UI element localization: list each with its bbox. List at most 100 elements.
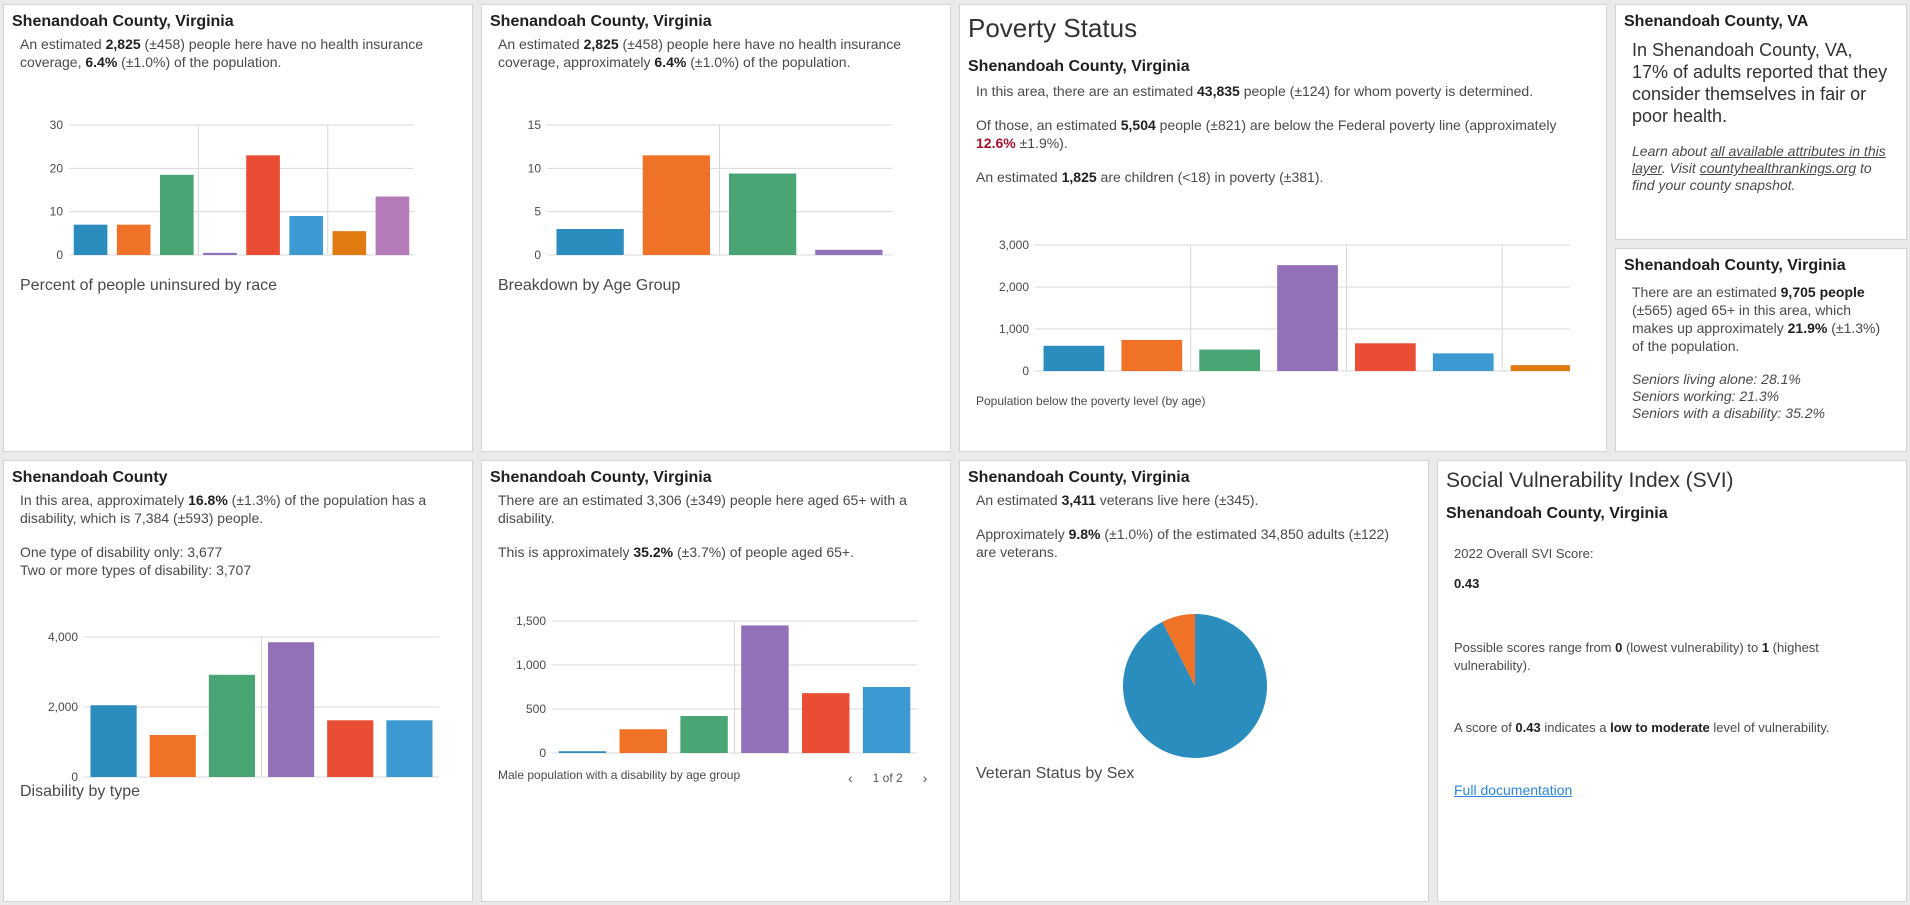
y-tick-label: 30 [50, 118, 64, 132]
chart-bar [642, 155, 711, 255]
poverty-heading: Poverty Status [968, 13, 1138, 43]
y-tick-label: 10 [528, 161, 542, 175]
chart-bar [680, 716, 728, 753]
chevron-left-icon[interactable]: ‹ [848, 770, 853, 786]
chart-caption: Population below the poverty level (by a… [976, 394, 1206, 408]
uninsured-race-chart: 0 10 20 30 [50, 118, 414, 262]
chart-bar [741, 625, 789, 753]
y-tick-label: 1,500 [516, 614, 546, 628]
chart-bar [246, 155, 280, 255]
seniors-disability: Seniors with a disability: 35.2% [1632, 405, 1825, 421]
chart-caption: Percent of people uninsured by race [20, 277, 278, 294]
y-tick-label: 2,000 [999, 280, 1029, 294]
chart-caption: Breakdown by Age Group [498, 277, 681, 294]
veterans-card: Shenandoah County, Virginia An estimated… [959, 460, 1429, 902]
chart-bar [203, 252, 237, 255]
y-tick-label: 4,000 [48, 630, 78, 644]
senior-disability-text: There are an estimated 3,306 (±349) peop… [498, 492, 907, 526]
y-tick-label: 0 [1022, 364, 1029, 378]
seniors-stats: Seniors living alone: 28.1% Seniors work… [1632, 371, 1890, 422]
y-tick-label: 1,000 [999, 322, 1029, 336]
chart-bar [116, 224, 151, 255]
svi-score: 0.43 [1454, 576, 1480, 591]
chart-bar [1510, 365, 1570, 371]
y-tick-label: 0 [71, 770, 78, 784]
svi-interpretation: A score of 0.43 indicates a low to moder… [1454, 720, 1830, 735]
health-links: Learn about all available attributes in … [1632, 143, 1886, 193]
chart-bar [815, 249, 883, 255]
y-tick-label: 5 [534, 205, 541, 219]
chart-bar [862, 687, 911, 753]
senior-disability-card: Shenandoah County, Virginia There are an… [481, 460, 951, 902]
poverty-text-1: In this area, there are an estimated 43,… [976, 83, 1534, 99]
card-title: Shenandoah County, Virginia [968, 469, 1190, 486]
y-tick-label: 0 [56, 248, 63, 262]
disability-type-chart: 0 2,000 4,000 [48, 630, 439, 784]
chart-bar [802, 693, 850, 753]
chart-bar [558, 751, 607, 753]
poverty-text-2: Of those, an estimated 5,504 people (±82… [976, 117, 1557, 151]
health-card: Shenandoah County, VA In Shenandoah Coun… [1615, 4, 1907, 240]
y-tick-label: 20 [50, 161, 64, 175]
pager-label: 1 of 2 [872, 771, 903, 785]
y-tick-label: 500 [526, 702, 546, 716]
disability-types: One type of disability only: 3,677 Two o… [20, 543, 456, 579]
poverty-card: Poverty Status Shenandoah County, Virgin… [959, 4, 1607, 452]
chart-bar [149, 735, 196, 777]
chart-bar [1354, 343, 1416, 371]
y-tick-label: 0 [534, 248, 541, 262]
chart-bar [208, 674, 255, 777]
pie-slice [1162, 614, 1195, 686]
card-title: Shenandoah County, VA [1624, 13, 1809, 30]
card-title: Shenandoah County, Virginia [968, 58, 1190, 75]
male-disability-chart: 0 500 1,000 1,500 [516, 614, 917, 760]
chart-caption: Male population with a disability by age… [498, 768, 741, 782]
chevron-right-icon[interactable]: › [922, 770, 928, 786]
chart-bar [159, 174, 194, 255]
veteran-pie-chart [1123, 614, 1267, 758]
svi-range: Possible scores range from 0 (lowest vul… [1454, 640, 1819, 673]
svi-label: 2022 Overall SVI Score: [1454, 546, 1594, 561]
chart-bar [1121, 339, 1183, 371]
svi-card: Social Vulnerability Index (SVI) Shenand… [1437, 460, 1907, 902]
card-title: Shenandoah County, Virginia [1624, 257, 1846, 274]
veterans-text-2: Approximately 9.8% (±1.0%) of the estima… [976, 526, 1390, 560]
veterans-text-1: An estimated 3,411 veterans live here (±… [976, 492, 1259, 508]
card-title: Shenandoah County, Virginia [490, 469, 712, 486]
disability-card: Shenandoah County In this area, approxim… [3, 460, 473, 902]
seniors-card: Shenandoah County, Virginia There are an… [1615, 248, 1907, 452]
chart-bar [90, 705, 137, 777]
chart-pager: ‹ 1 of 2 › [848, 770, 927, 786]
chart-bar [1043, 345, 1105, 371]
y-tick-label: 0 [539, 746, 546, 760]
health-statement: In Shenandoah County, VA, 17% of adults … [1632, 40, 1888, 126]
seniors-text: There are an estimated 9,705 people (±56… [1632, 284, 1881, 354]
uninsured-age-chart: 0 5 10 15 [528, 118, 892, 262]
svi-doc-wrap: Full documentation [1454, 781, 1890, 799]
attributes-link[interactable]: all available attributes in this layer [1632, 143, 1886, 176]
card-title: Shenandoah County [12, 469, 168, 486]
poverty-text-3: An estimated 1,825 are children (<18) in… [976, 169, 1324, 185]
card-text: An estimated 2,825 (±458) people here ha… [20, 36, 424, 70]
full-documentation-link[interactable]: Full documentation [1454, 782, 1573, 798]
seniors-alone: Seniors living alone: 28.1% [1632, 371, 1801, 387]
chart-caption: Disability by type [20, 783, 141, 800]
chart-bar [386, 720, 433, 777]
y-tick-label: 2,000 [48, 700, 78, 714]
uninsured-age-card: Shenandoah County, Virginia An estimated… [481, 4, 951, 452]
card-title: Shenandoah County, Virginia [490, 13, 712, 30]
y-tick-label: 15 [528, 118, 542, 132]
one-type-text: One type of disability only: 3,677 [20, 544, 223, 560]
chart-caption: Veteran Status by Sex [976, 765, 1135, 782]
chart-bar [332, 231, 367, 255]
chart-bar [375, 196, 410, 255]
card-title: Shenandoah County, Virginia [1446, 505, 1668, 522]
y-tick-label: 10 [50, 205, 64, 219]
chart-bar [619, 729, 667, 753]
chart-bar [1277, 265, 1338, 371]
y-tick-label: 3,000 [999, 238, 1029, 252]
chart-bar [1432, 353, 1494, 371]
countyhealthrankings-link[interactable]: countyhealthrankings.org [1699, 160, 1857, 176]
seniors-working: Seniors working: 21.3% [1632, 388, 1780, 404]
chart-bar [556, 229, 624, 255]
